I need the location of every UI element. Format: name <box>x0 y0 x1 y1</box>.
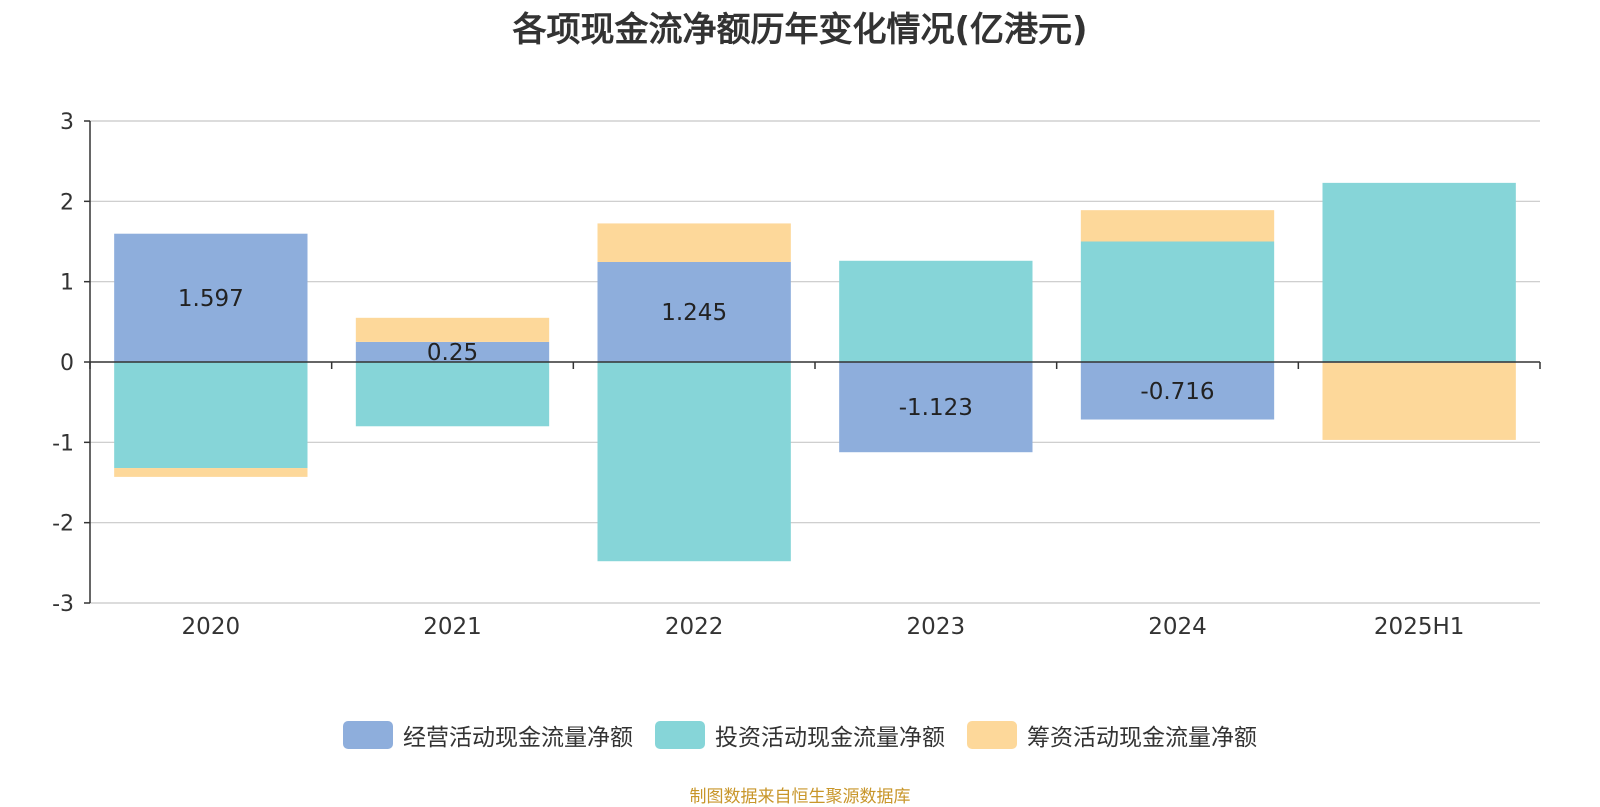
data-label: 0.25 <box>427 340 478 366</box>
y-tick-label: -2 <box>52 512 74 537</box>
y-tick-label: 1 <box>60 271 74 296</box>
source-note: 制图数据来自恒生聚源数据库 <box>689 787 911 807</box>
legend-item-operating[interactable]: 经营活动现金流量净额 <box>343 718 633 752</box>
bar-operating-2023 <box>839 362 1033 453</box>
x-tick-label: 2020 <box>182 614 241 640</box>
legend-label-investing: 投资活动现金流量净额 <box>715 725 945 751</box>
bar-operating-2020 <box>114 233 308 362</box>
y-tick-label: 0 <box>60 351 74 376</box>
bar-investing-2023 <box>839 260 1033 362</box>
bar-operating-2021 <box>355 341 550 362</box>
data-label: -1.123 <box>899 395 973 421</box>
data-label: 1.245 <box>661 300 727 326</box>
data-label: 1.597 <box>178 286 244 312</box>
x-tick-label: 2023 <box>907 614 966 640</box>
legend-label-financing: 筹资活动现金流量净额 <box>1027 725 1257 751</box>
y-tick-label: 2 <box>60 190 74 215</box>
x-tick-label: 2024 <box>1148 614 1207 640</box>
bar-investing-2024 <box>1080 241 1275 362</box>
legend: 经营活动现金流量净额 投资活动现金流量净额 筹资活动现金流量净额 <box>0 718 1600 752</box>
chart-title: 各项现金流净额历年变化情况(亿港元) <box>512 10 1088 50</box>
x-tick-label: 2025H1 <box>1374 614 1464 640</box>
legend-item-financing[interactable]: 筹资活动现金流量净额 <box>967 718 1257 752</box>
bar-financing-2022 <box>597 223 791 262</box>
legend-label-operating: 经营活动现金流量净额 <box>403 725 633 751</box>
x-tick-label: 2021 <box>423 614 482 640</box>
bar-operating-2022 <box>597 261 791 362</box>
bar-investing-2025H1 <box>1322 182 1516 362</box>
bar-financing-2021 <box>355 317 550 342</box>
bar-investing-2022 <box>597 362 791 562</box>
bar-investing-2020 <box>114 362 308 469</box>
y-tick-label: -1 <box>52 431 74 456</box>
y-tick-label: -3 <box>52 592 74 617</box>
bar-financing-2024 <box>1080 210 1275 242</box>
data-label: -0.716 <box>1140 379 1214 405</box>
bar-financing-2020 <box>114 468 308 477</box>
bar-financing-2025H1 <box>1322 362 1516 440</box>
bar-investing-2021 <box>355 362 550 427</box>
legend-swatch-investing <box>655 721 705 749</box>
bar-operating-2024 <box>1080 362 1275 420</box>
legend-swatch-financing <box>967 721 1017 749</box>
legend-swatch-operating <box>343 721 393 749</box>
x-tick-label: 2022 <box>665 614 724 640</box>
legend-item-investing[interactable]: 投资活动现金流量净额 <box>655 718 945 752</box>
y-tick-label: 3 <box>60 110 74 135</box>
